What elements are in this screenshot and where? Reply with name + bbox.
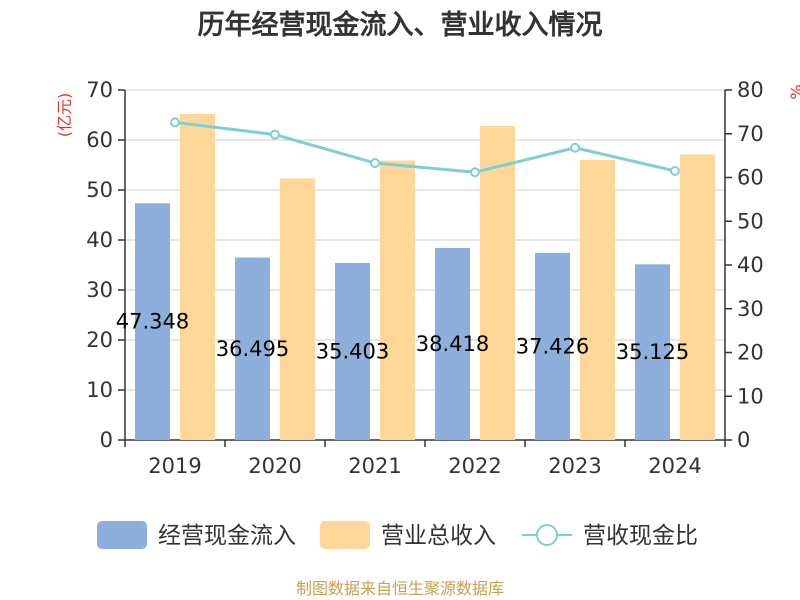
line-point[interactable] xyxy=(170,117,180,128)
x-tick-label: 2019 xyxy=(148,454,201,478)
ratio-line xyxy=(170,117,680,178)
legend-label: 营收现金比 xyxy=(583,523,698,549)
bar-data-label: 36.495 xyxy=(216,337,289,361)
bar-营业总收入[interactable] xyxy=(380,160,415,441)
y-right-tick-label: 40 xyxy=(737,253,764,277)
bar-营业总收入[interactable] xyxy=(480,126,515,440)
y-left-tick-label: 70 xyxy=(86,78,113,102)
y-left-tick-label: 20 xyxy=(86,328,113,352)
axes xyxy=(118,89,732,447)
y-right-tick-label: 10 xyxy=(737,384,764,408)
x-tick-label: 2021 xyxy=(348,454,401,478)
y-left-tick-label: 50 xyxy=(86,178,113,202)
data-labels: 47.348 36.495 35.403 38.418 37.426 35.125 xyxy=(116,310,689,365)
bar-经营现金流入[interactable] xyxy=(335,262,370,440)
bar-data-label: 35.403 xyxy=(316,339,389,363)
legend-swatch xyxy=(97,521,147,549)
bar-营业总收入[interactable] xyxy=(580,160,615,440)
legend-item[interactable]: 经营现金流入 xyxy=(97,521,296,549)
y-right-tick-label: 50 xyxy=(737,209,764,233)
legend-swatch xyxy=(320,521,370,549)
bars xyxy=(135,114,715,440)
grid-lines xyxy=(125,89,725,391)
y-left-tick-label: 60 xyxy=(86,128,113,152)
y-right-tick-labels: 0 10 20 30 40 50 60 70 80 xyxy=(737,78,764,452)
chart-title: 历年经营现金流入、营业收入情况 xyxy=(198,9,603,41)
line-point[interactable] xyxy=(270,129,280,140)
x-tick-label: 2020 xyxy=(248,454,301,478)
line-point[interactable] xyxy=(370,158,380,169)
bar-经营现金流入[interactable] xyxy=(535,252,570,440)
y-left-tick-label: 40 xyxy=(86,228,113,252)
legend-item[interactable]: 营业总收入 xyxy=(320,521,496,549)
bar-营业总收入[interactable] xyxy=(180,114,215,440)
bar-营业总收入[interactable] xyxy=(680,154,715,441)
bar-经营现金流入[interactable] xyxy=(235,257,270,440)
legend-label: 经营现金流入 xyxy=(158,523,296,549)
bar-data-label: 35.125 xyxy=(616,340,689,364)
source-note: 制图数据来自恒生聚源数据库 xyxy=(296,579,504,598)
bar-data-label: 37.426 xyxy=(516,334,589,358)
x-tick-label: 2022 xyxy=(448,454,501,478)
y-left-tick-labels: 0 10 20 30 40 50 60 70 xyxy=(86,78,113,452)
bar-经营现金流入[interactable] xyxy=(135,203,170,440)
y-right-tick-label: 0 xyxy=(737,428,750,452)
x-tick-label: 2024 xyxy=(648,454,701,478)
line-营收现金比 xyxy=(174,120,676,174)
y-left-tick-label: 10 xyxy=(86,378,113,402)
x-tick-label: 2023 xyxy=(548,454,601,478)
y-right-tick-label: 80 xyxy=(737,78,764,102)
legend-marker xyxy=(536,524,558,546)
legend-label: 营业总收入 xyxy=(381,523,496,549)
legend-item[interactable]: 营收现金比 xyxy=(522,523,698,549)
y-right-tick-label: 60 xyxy=(737,166,764,190)
x-tick-labels: 2019 2020 2021 2022 2023 2024 xyxy=(148,454,701,478)
line-point[interactable] xyxy=(570,142,580,153)
line-point[interactable] xyxy=(470,167,480,178)
y-right-unit: % xyxy=(787,84,800,99)
y-right-tick-label: 70 xyxy=(737,122,764,146)
y-left-unit: (亿元) xyxy=(55,93,74,138)
y-left-tick-label: 0 xyxy=(100,428,113,452)
bar-data-label: 47.348 xyxy=(116,310,189,334)
y-left-tick-label: 30 xyxy=(86,278,113,302)
bar-经营现金流入[interactable] xyxy=(635,264,670,440)
bar-data-label: 38.418 xyxy=(416,332,489,356)
bar-营业总收入[interactable] xyxy=(280,178,315,441)
bar-经营现金流入[interactable] xyxy=(435,247,470,440)
y-right-tick-label: 30 xyxy=(737,297,764,321)
legend[interactable]: 经营现金流入 营业总收入 营收现金比 xyxy=(97,521,698,549)
line-point[interactable] xyxy=(670,165,680,176)
y-right-tick-label: 20 xyxy=(737,341,764,365)
